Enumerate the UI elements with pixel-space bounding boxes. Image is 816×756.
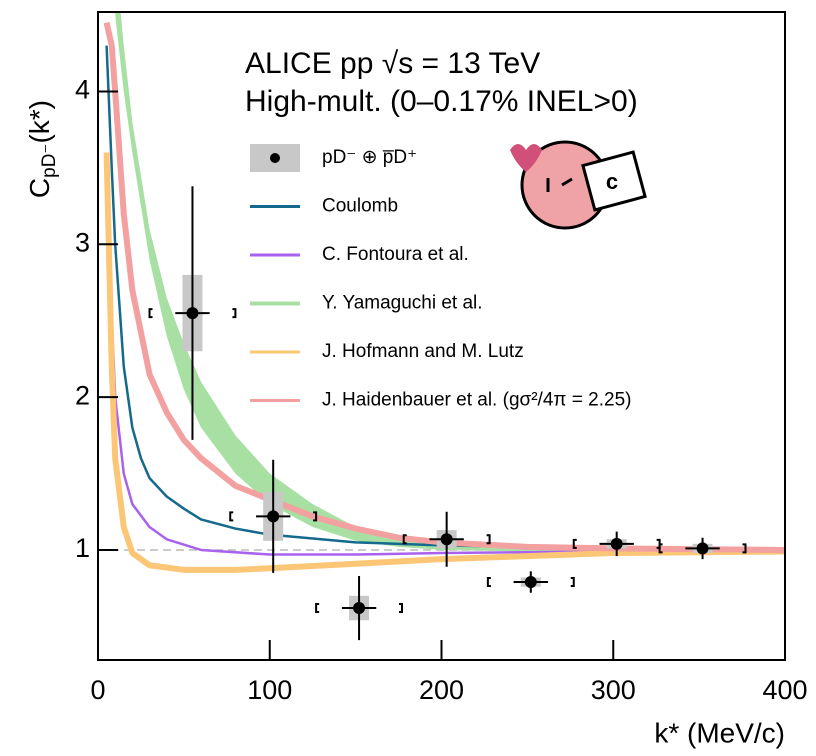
y-label-arg: (k*) xyxy=(24,100,55,144)
data-point xyxy=(353,602,366,615)
x-tick-label: 400 xyxy=(762,675,807,705)
y-label-main: C xyxy=(24,178,55,198)
y-tick-label: 3 xyxy=(75,227,90,257)
y-tick-label: 4 xyxy=(75,75,90,105)
x-tick-label: 200 xyxy=(419,675,464,705)
data-point xyxy=(186,307,199,320)
syst-x-bracket xyxy=(229,511,318,522)
syst-x-bracket xyxy=(658,543,747,554)
legend-label: Coulomb xyxy=(322,196,398,217)
y-axis-label: CpD⁻(k*) xyxy=(24,100,60,198)
y-tick-label: 2 xyxy=(75,380,90,410)
chart-subtitle: High-mult. (0–0.17% INEL>0) xyxy=(245,85,638,118)
syst-x-bracket xyxy=(148,308,237,319)
x-tick-label: 100 xyxy=(247,675,292,705)
legend-marker xyxy=(270,153,280,163)
syst-x-bracket xyxy=(315,603,403,614)
legend: pD⁻ ⊕ p̅D⁺ Coulomb C. Fontoura et al. Y. Ya… xyxy=(250,144,631,411)
legend-label: pD⁻ ⊕ p̅D⁺ xyxy=(322,147,417,168)
model-curve xyxy=(105,198,785,556)
x-axis-label: k* (MeV/c) xyxy=(654,717,785,748)
legend-label: J. Haidenbauer et al. (gσ²/4π = 2.25) xyxy=(322,390,631,411)
syst-x-bracket xyxy=(402,534,491,545)
legend-label: J. Hofmann and M. Lutz xyxy=(322,341,524,362)
data-point xyxy=(524,576,537,589)
svg-text:c: c xyxy=(606,169,618,194)
chart-title: ALICE pp √s = 13 TeV xyxy=(245,47,540,80)
syst-x-bracket xyxy=(486,577,575,588)
x-tick-label: 300 xyxy=(591,675,636,705)
data-point xyxy=(440,533,453,546)
plot-area xyxy=(98,12,785,641)
y-tick-label: 1 xyxy=(75,533,90,563)
x-tick-label: 0 xyxy=(90,675,105,705)
logo: c xyxy=(510,140,647,230)
legend-label: Y. Yamaguchi et al. xyxy=(322,293,483,314)
model-curve xyxy=(103,152,785,573)
data-point xyxy=(696,542,709,555)
data-point xyxy=(610,537,623,550)
data-point xyxy=(267,510,280,523)
y-label-sub: pD⁻ xyxy=(39,144,60,178)
legend-label: C. Fontoura et al. xyxy=(322,244,469,265)
model-curve xyxy=(105,45,785,552)
